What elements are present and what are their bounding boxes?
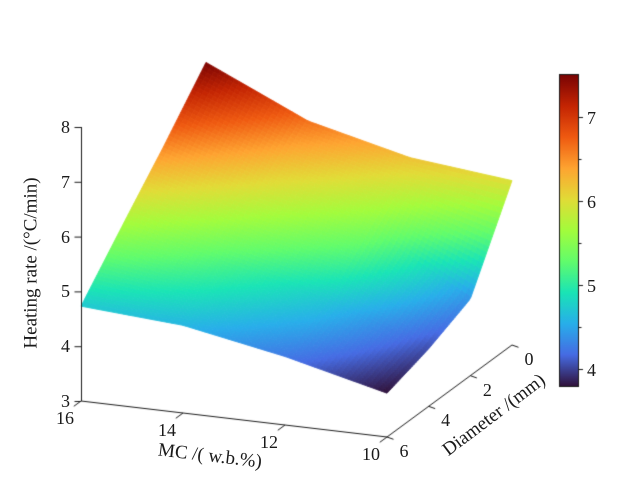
z-axis-title: Heating rate /(°C/min) [20, 177, 42, 349]
